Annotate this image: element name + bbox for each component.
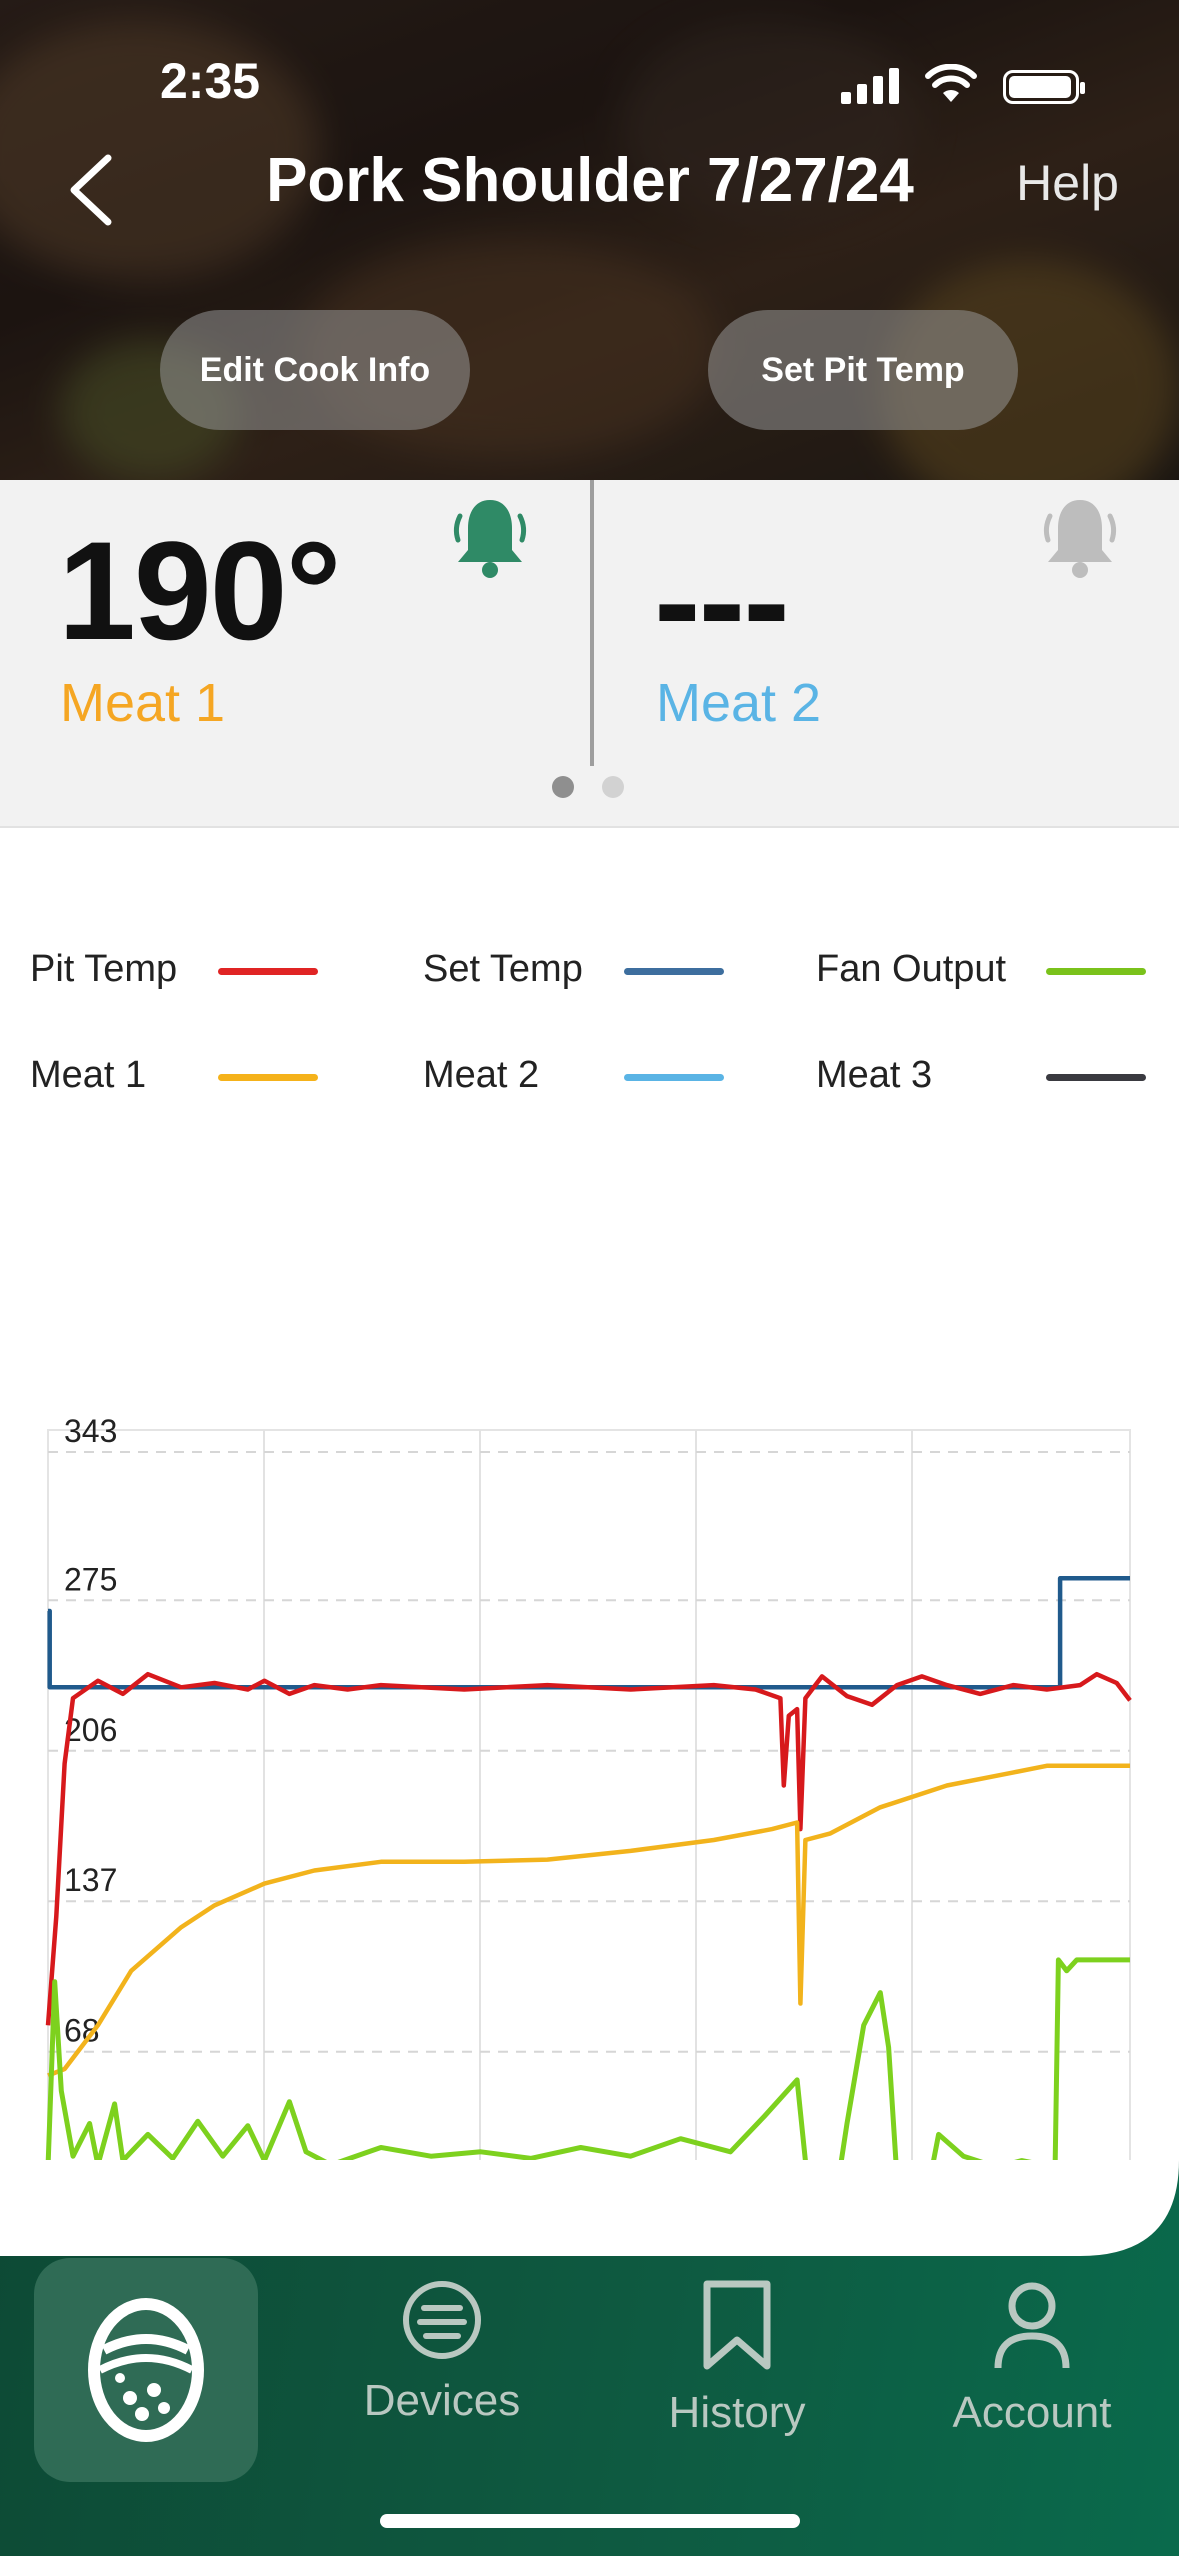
wifi-icon	[925, 64, 977, 102]
probe-temperature: ---	[654, 522, 790, 679]
plot-area	[47, 1429, 1131, 2179]
legend-item-fan-output: Fan Output	[816, 948, 1006, 991]
legend-item-set-temp: Set Temp	[423, 948, 583, 991]
nav-curve	[0, 2160, 1179, 2256]
y-tick-label: 275	[64, 1561, 117, 1597]
nav-item-devices[interactable]: Devices	[322, 2278, 562, 2426]
legend-item-meat-1: Meat 1	[30, 1054, 146, 1097]
cellular-signal-icon	[841, 68, 899, 104]
page-title: Pork Shoulder 7/27/24	[266, 146, 914, 215]
legend-label: Meat 2	[423, 1054, 540, 1096]
legend-swatch	[1046, 1074, 1146, 1081]
bottom-nav: Devices History Account	[0, 2160, 1179, 2556]
legend-label: Set Temp	[423, 948, 583, 990]
probe-panel[interactable]: 190° Meat 1 --- Meat 2	[0, 480, 1179, 828]
nav-label: Devices	[363, 2376, 521, 2425]
status-time: 2:35	[160, 53, 261, 109]
set-pit-temp-button[interactable]: Set Pit Temp	[708, 310, 1018, 430]
status-icons	[841, 64, 1085, 104]
temperature-chart[interactable]: 34327520613768010:36 PM1:47 AM4:59 AM8:1…	[0, 1400, 1179, 2240]
egg-logo-icon	[88, 2298, 204, 2442]
y-tick-label: 137	[64, 1862, 117, 1898]
page-indicator	[552, 776, 624, 798]
legend-swatch	[1046, 968, 1146, 975]
battery-icon	[1003, 70, 1085, 104]
legend-swatch	[624, 968, 724, 975]
nav-home-button[interactable]	[34, 2258, 258, 2482]
probe-card-meat-2[interactable]: --- Meat 2	[594, 480, 1179, 770]
legend-label: Meat 3	[816, 1054, 933, 1096]
legend-item-meat-2: Meat 2	[423, 1054, 539, 1097]
devices-icon	[403, 2281, 481, 2359]
account-icon	[994, 2282, 1070, 2369]
bookmark-icon	[703, 2280, 771, 2370]
legend-label: Pit Temp	[30, 948, 178, 990]
probe-temperature: 190°	[58, 512, 342, 669]
series-line-fan-output	[45, 1957, 1130, 2181]
probe-label: Meat 1	[60, 673, 226, 733]
probe-divider	[590, 480, 594, 766]
alarm-bell-icon[interactable]	[450, 494, 530, 584]
nav-item-history[interactable]: History	[617, 2278, 857, 2438]
legend-item-pit-temp: Pit Temp	[30, 948, 177, 991]
legend-label: Meat 1	[30, 1054, 147, 1096]
y-tick-label: 206	[64, 1712, 117, 1748]
probe-card-meat-1[interactable]: 190° Meat 1	[0, 480, 590, 770]
help-button[interactable]: Help	[1016, 155, 1119, 211]
series-line-meat-1	[47, 1763, 1130, 2078]
y-tick-label: 343	[64, 1413, 117, 1449]
legend-swatch	[624, 1074, 724, 1081]
series-line-pit-temp	[45, 1671, 1132, 2026]
legend-item-meat-3: Meat 3	[816, 1054, 932, 1097]
edit-cook-info-button[interactable]: Edit Cook Info	[160, 310, 470, 430]
legend-label: Fan Output	[816, 948, 1007, 990]
page-dot	[552, 776, 574, 798]
legend-swatch	[218, 968, 318, 975]
probe-label: Meat 2	[656, 673, 822, 733]
header-banner: 2:35 Pork Shoulder 7/27/24 Help Edit Coo…	[0, 0, 1179, 480]
alarm-bell-icon[interactable]	[1040, 494, 1120, 584]
legend-swatch	[218, 1074, 318, 1081]
nav-label: Account	[952, 2388, 1112, 2437]
panel-separator	[0, 826, 1179, 828]
back-chevron-icon[interactable]	[62, 150, 122, 230]
nav-item-account[interactable]: Account	[912, 2278, 1152, 2438]
nav-label: History	[668, 2388, 806, 2437]
home-indicator	[380, 2514, 800, 2528]
page-dot	[602, 776, 624, 798]
